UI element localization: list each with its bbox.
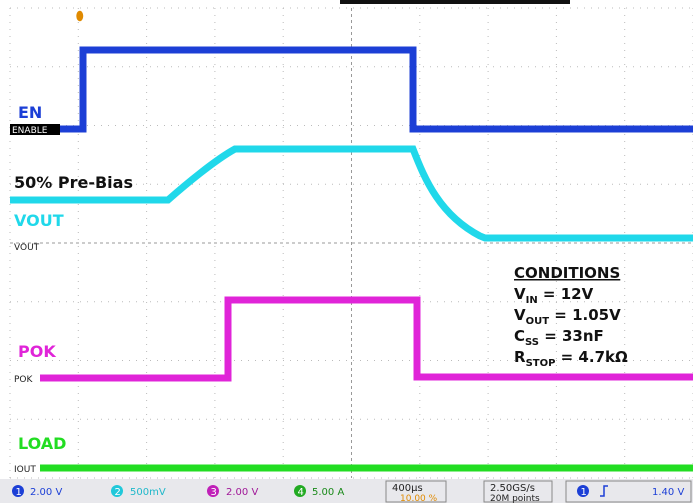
trigger-source: 1: [581, 487, 587, 498]
timebase: 400µs: [392, 483, 423, 494]
pok-trace: [40, 296, 693, 382]
ch3-badge: [207, 485, 219, 497]
condition-sub: SS: [525, 337, 539, 348]
ch1-badge: [12, 485, 24, 497]
condition-value: = 12V: [538, 285, 594, 303]
prebias-note: 50% Pre-Bias: [14, 173, 133, 192]
ch2-badge: [111, 485, 123, 497]
trigger-box: [565, 480, 692, 503]
ch4-num: 4: [298, 487, 304, 498]
load-ref: IOUT: [14, 465, 36, 475]
condition-line: VIN = 12V: [514, 285, 594, 306]
conditions-title: CONDITIONS: [514, 264, 620, 282]
status: 1 2.00 V 2 500mV 3 2.00 V 4 5.00 A 400µs…: [12, 480, 692, 503]
ch4-scale: 5.00 A: [312, 487, 344, 498]
condition-sub: OUT: [526, 316, 550, 327]
ch1-scale: 2.00 V: [30, 487, 62, 498]
trigger-level: 1.40 V: [652, 487, 684, 498]
pok-label: POK: [18, 342, 56, 361]
condition-value: = 1.05V: [549, 306, 621, 324]
vout-ref: VOUT: [14, 243, 40, 253]
load-label: LOAD: [18, 434, 66, 453]
grid: [9, 7, 693, 479]
vout-label: VOUT: [14, 211, 64, 230]
trigger-badge: [577, 485, 589, 497]
ch2-num: 2: [115, 487, 121, 498]
ch2-scale: 500mV: [130, 487, 166, 498]
condition-value: = 33nF: [539, 327, 604, 345]
sample-rate: 2.50GS/s: [490, 483, 535, 494]
status-bar: [0, 479, 693, 503]
en-trace: [60, 46, 693, 133]
condition-base: R: [514, 348, 526, 366]
ch4-badge: [294, 485, 306, 497]
condition-line: CSS = 33nF: [514, 327, 604, 348]
condition-value: = 4.7kΩ: [555, 348, 628, 366]
cut-title: [340, 0, 570, 4]
en-ref: ENABLE: [12, 126, 48, 136]
en-label: EN: [18, 103, 42, 122]
condition-base: V: [514, 285, 526, 303]
condition-base: C: [514, 327, 525, 345]
record-length: 20M points: [490, 494, 540, 503]
trigger-marker: ⬮: [76, 9, 84, 23]
condition-line: VOUT = 1.05V: [514, 306, 621, 327]
vout-trace: [10, 145, 693, 242]
pok-ref: POK: [14, 375, 34, 385]
timebase-box: [385, 480, 447, 503]
condition-sub: IN: [526, 295, 538, 306]
condition-sub: STOP: [526, 358, 556, 369]
condition-base: V: [514, 306, 526, 324]
trigger-edge: [600, 485, 608, 497]
ch3-num: 3: [211, 487, 217, 498]
ch1-num: 1: [16, 487, 22, 498]
ch3-scale: 2.00 V: [226, 487, 258, 498]
condition-line: RSTOP = 4.7kΩ: [514, 348, 628, 369]
en-ref-bg: [10, 124, 60, 135]
acq-box: [483, 480, 553, 503]
trigger-pos: 10.00 %: [400, 494, 438, 503]
